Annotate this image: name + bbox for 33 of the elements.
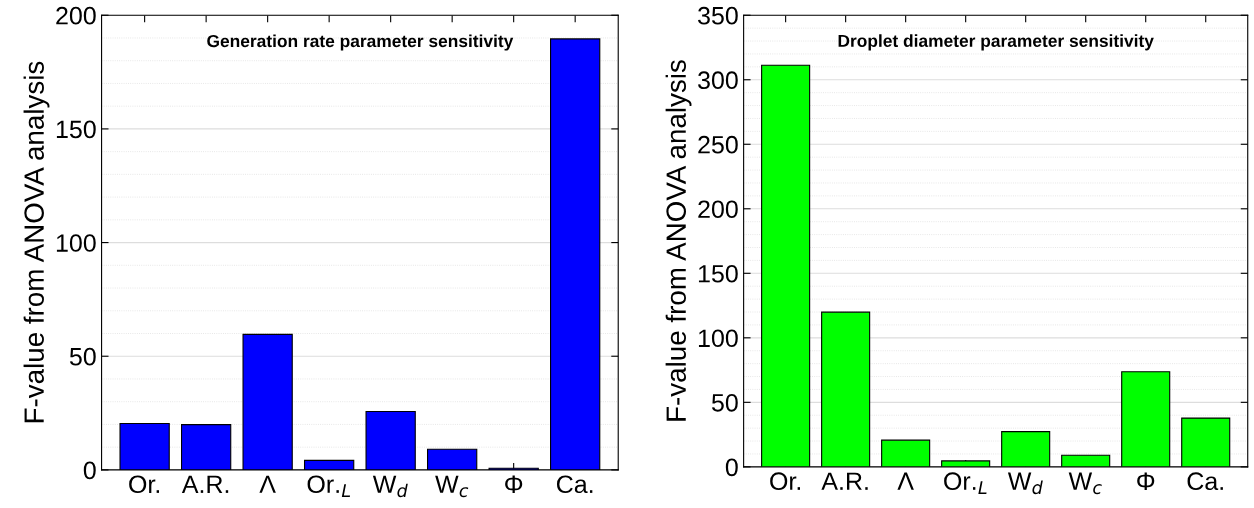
x-tick-label: A.R.: [821, 472, 868, 490]
y-tick-label: 100: [56, 234, 96, 252]
x-tick-label: W$_{c}$: [1068, 472, 1102, 495]
y-axis-title: F-value from ANOVA analysis: [23, 61, 50, 423]
y-tick-label: 350: [698, 6, 738, 25]
y-tick-label: 150: [56, 120, 96, 139]
text: Droplet diameter parameter sensitivity: [838, 34, 1154, 51]
y-tick-label: 200: [698, 200, 738, 219]
y-tick-label: 250: [698, 135, 738, 154]
x-tick-label: Or.$_{L}$: [944, 472, 987, 494]
y-tick-label: 0: [83, 461, 96, 480]
x-tick-label: Ca.: [1187, 472, 1223, 491]
text: Generation rate parameter sensitivity: [207, 34, 514, 51]
y-tick-label: 200: [56, 6, 96, 25]
x-tick-label: Λ: [259, 475, 276, 493]
y-tick-label: 150: [698, 264, 738, 283]
x-tick-label: Φ: [1137, 472, 1155, 490]
x-tick-label: Or.: [770, 472, 801, 491]
x-tick-label: A.R.: [181, 475, 229, 493]
x-tick-label: W$_{c}$: [435, 475, 469, 498]
y-tick-label: 300: [698, 71, 738, 90]
x-tick-label: Or.: [129, 475, 160, 494]
y-axis-title: F-value from ANOVA analysis: [665, 60, 692, 421]
x-tick-label: W$_{d}$: [1007, 472, 1043, 495]
x-tick-label: W$_{d}$: [372, 475, 408, 498]
x-tick-label: Ca.: [556, 475, 593, 494]
x-tick-label: Or.$_{L}$: [307, 475, 351, 497]
y-tick-label: 50: [711, 393, 738, 412]
y-tick-label: 100: [698, 329, 738, 348]
x-tick-label: Λ: [897, 472, 914, 490]
x-tick-label: Φ: [505, 475, 523, 494]
y-tick-label: 50: [69, 347, 96, 366]
y-tick-label: 0: [725, 458, 738, 477]
